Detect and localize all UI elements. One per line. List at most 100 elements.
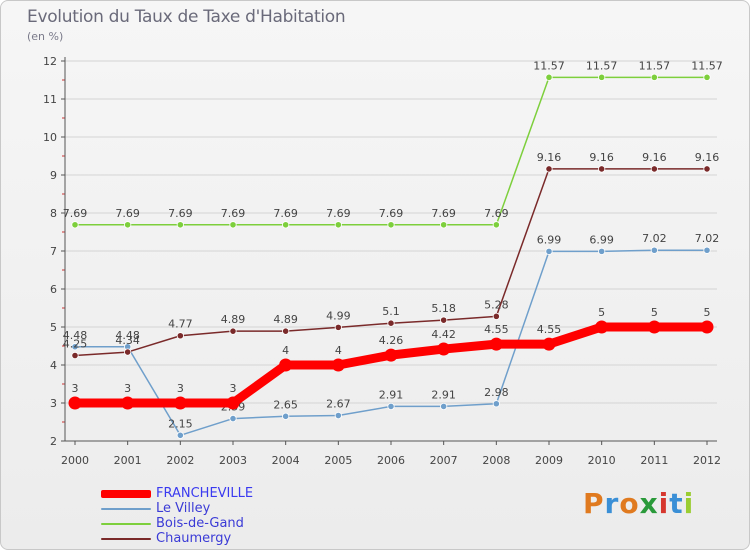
logo-letter: P bbox=[583, 487, 605, 520]
data-label: 2.91 bbox=[379, 388, 404, 401]
data-label: 3 bbox=[72, 382, 79, 395]
data-label: 7.69 bbox=[63, 207, 88, 220]
data-point bbox=[282, 327, 290, 335]
data-point bbox=[71, 343, 79, 351]
chart-unit-label: (en %) bbox=[27, 30, 64, 43]
data-label: 2.91 bbox=[431, 388, 456, 401]
data-label: 7.69 bbox=[379, 207, 404, 220]
data-point bbox=[703, 165, 711, 173]
data-label: 5.1 bbox=[382, 305, 400, 318]
data-label: 7.69 bbox=[168, 207, 193, 220]
data-label: 5 bbox=[598, 306, 605, 319]
x-tick-label: 2000 bbox=[61, 454, 89, 467]
y-tick-label: 7 bbox=[50, 245, 57, 258]
logo-letter: o bbox=[619, 487, 640, 520]
logo-letter: t bbox=[669, 487, 684, 520]
data-point bbox=[71, 221, 79, 229]
data-point bbox=[387, 402, 395, 411]
data-label: 7.69 bbox=[484, 207, 509, 220]
x-tick-label: 2004 bbox=[272, 454, 300, 467]
data-point bbox=[176, 221, 184, 229]
data-point bbox=[545, 247, 553, 255]
data-point bbox=[121, 396, 135, 410]
data-point bbox=[229, 221, 237, 229]
data-label: 6.99 bbox=[537, 233, 562, 246]
x-tick-label: 2009 bbox=[535, 454, 563, 467]
legend-swatch bbox=[101, 523, 151, 525]
data-point bbox=[282, 412, 290, 420]
data-point bbox=[440, 316, 448, 324]
x-tick-label: 2003 bbox=[219, 454, 247, 467]
data-point bbox=[647, 320, 661, 334]
y-tick-label: 8 bbox=[50, 207, 57, 220]
y-tick-label: 4 bbox=[50, 359, 57, 372]
data-label: 4 bbox=[335, 344, 342, 357]
data-label: 4.48 bbox=[115, 329, 140, 342]
data-label: 7.69 bbox=[221, 207, 246, 220]
legend-label: Le Villey bbox=[156, 501, 211, 516]
data-point bbox=[492, 400, 500, 408]
data-label: 9.16 bbox=[537, 151, 562, 164]
logo-letter: i bbox=[683, 487, 695, 520]
legend-label: Bois-de-Gand bbox=[156, 516, 244, 531]
data-label: 4.34 bbox=[115, 334, 140, 347]
data-label: 7.02 bbox=[642, 232, 667, 245]
data-point bbox=[71, 351, 79, 360]
y-tick-label: 12 bbox=[43, 55, 57, 68]
data-label: 4.48 bbox=[63, 329, 88, 342]
data-label: 2.15 bbox=[168, 417, 193, 430]
x-tick-label: 2008 bbox=[482, 454, 510, 467]
data-label: 7.69 bbox=[326, 207, 351, 220]
data-point bbox=[334, 323, 342, 331]
data-point bbox=[331, 358, 345, 372]
data-label: 4.26 bbox=[379, 334, 404, 347]
data-label: 2.98 bbox=[484, 386, 509, 399]
data-label: 11.57 bbox=[639, 59, 671, 72]
data-point bbox=[440, 221, 448, 229]
legend-label: FRANCHEVILLE bbox=[156, 486, 254, 501]
x-tick-label: 2012 bbox=[693, 454, 721, 467]
data-point bbox=[229, 414, 237, 423]
logo-letter: x bbox=[639, 487, 659, 520]
data-label: 3 bbox=[230, 382, 237, 395]
x-tick-label: 2010 bbox=[588, 454, 616, 467]
data-label: 7.02 bbox=[695, 232, 720, 245]
data-label: 11.57 bbox=[691, 59, 723, 72]
data-label: 7.69 bbox=[115, 207, 140, 220]
data-label: 11.57 bbox=[533, 59, 565, 72]
data-label: 5 bbox=[704, 306, 711, 319]
data-point bbox=[598, 73, 606, 81]
data-label: 5.18 bbox=[431, 302, 456, 315]
data-point bbox=[387, 319, 395, 327]
data-point bbox=[334, 221, 342, 229]
data-label: 3 bbox=[177, 382, 184, 395]
data-point bbox=[598, 165, 606, 173]
legend-swatch bbox=[101, 538, 151, 540]
data-label: 9.16 bbox=[695, 151, 720, 164]
data-label: 5.28 bbox=[484, 298, 509, 311]
x-tick-label: 2011 bbox=[640, 454, 668, 467]
data-point bbox=[650, 165, 658, 173]
data-point bbox=[595, 320, 609, 334]
y-tick-label: 9 bbox=[50, 169, 57, 182]
data-label: 4.77 bbox=[168, 318, 193, 331]
x-tick-label: 2001 bbox=[114, 454, 142, 467]
y-tick-label: 5 bbox=[50, 321, 57, 334]
data-label: 4 bbox=[282, 344, 289, 357]
data-point bbox=[176, 332, 184, 340]
x-tick-label: 2006 bbox=[377, 454, 405, 467]
logo-letter: r bbox=[604, 487, 620, 520]
x-tick-label: 2007 bbox=[430, 454, 458, 467]
x-tick-label: 2002 bbox=[166, 454, 194, 467]
data-point bbox=[124, 221, 132, 229]
data-point bbox=[176, 431, 184, 439]
data-label: 9.16 bbox=[642, 151, 667, 164]
y-tick-label: 11 bbox=[43, 93, 57, 106]
data-point bbox=[226, 396, 240, 410]
data-label: 4.55 bbox=[537, 323, 562, 336]
data-label: 4.42 bbox=[431, 328, 456, 341]
data-point bbox=[650, 246, 658, 254]
data-point bbox=[229, 327, 237, 335]
data-label: 4.89 bbox=[221, 313, 246, 326]
